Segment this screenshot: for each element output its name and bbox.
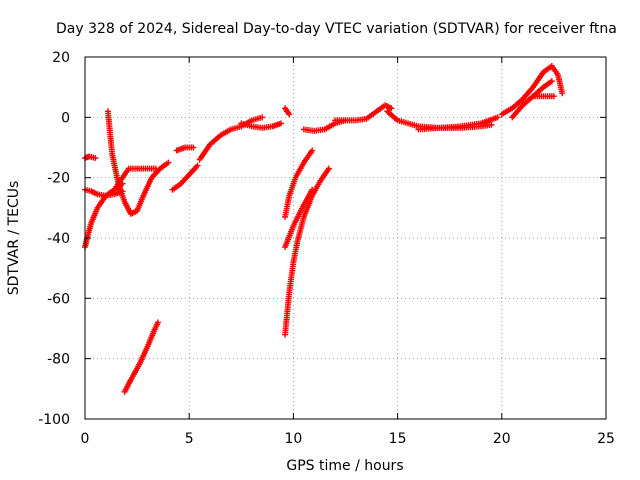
series-arc-10 [238, 120, 284, 131]
data-point [488, 121, 495, 128]
series-arc-16 [332, 102, 395, 124]
x-tick-label: 15 [389, 431, 407, 447]
data-point [277, 120, 284, 127]
data-point [154, 319, 161, 326]
x-axis-ticks: 0 5 10 15 20 25 [81, 57, 615, 447]
y-tick-label: -100 [38, 412, 70, 428]
series-arc-19 [498, 63, 555, 118]
data-point [152, 165, 159, 172]
data-point [309, 147, 316, 154]
series-arc-14 [282, 186, 316, 251]
series-arc-5 [113, 165, 159, 190]
series-arc-3 [82, 153, 99, 162]
data-point [388, 105, 395, 112]
y-tick-label: -20 [47, 171, 70, 187]
series-arc-9 [196, 114, 266, 163]
data-point [494, 114, 501, 121]
y-tick-label: 20 [52, 50, 70, 66]
data-point [259, 114, 266, 121]
y-tick-label: -60 [47, 291, 70, 307]
y-axis-ticks: -100 -80 -60 -40 -20 0 20 [38, 50, 606, 428]
series-arc-7 [169, 162, 201, 193]
x-tick-label: 5 [185, 431, 194, 447]
grid-lines [85, 57, 606, 419]
data-point [548, 78, 555, 85]
series-arc-6 [121, 319, 161, 395]
y-tick-label: -40 [47, 231, 70, 247]
chart-title: Day 328 of 2024, Sidereal Day-to-day VTE… [56, 21, 617, 37]
series-arc-8 [173, 144, 197, 154]
series-arc-11 [282, 105, 293, 118]
data-point [190, 144, 197, 151]
series-arc-4 [104, 108, 172, 217]
data-point [309, 186, 316, 193]
x-tick-label: 10 [284, 431, 302, 447]
data-point [325, 165, 332, 172]
y-tick-label: -80 [47, 352, 70, 368]
data-point [165, 159, 172, 166]
data-point [92, 155, 99, 162]
y-tick-label: 0 [61, 110, 70, 126]
series-arc-22 [548, 63, 566, 97]
x-tick-label: 0 [81, 431, 90, 447]
x-axis-label: GPS time / hours [286, 458, 403, 474]
series-arc-18 [415, 114, 501, 133]
data-point [194, 162, 201, 169]
series-arc-12 [282, 147, 316, 220]
y-axis-label: SDTVAR / TECUs [6, 181, 22, 296]
data-point [559, 90, 566, 97]
x-tick-label: 20 [493, 431, 511, 447]
data-point [286, 111, 293, 118]
data-point [550, 93, 557, 100]
series-arc-20 [509, 78, 555, 121]
x-tick-label: 25 [597, 431, 615, 447]
data-points [82, 63, 566, 395]
series-arc-21 [530, 93, 557, 100]
